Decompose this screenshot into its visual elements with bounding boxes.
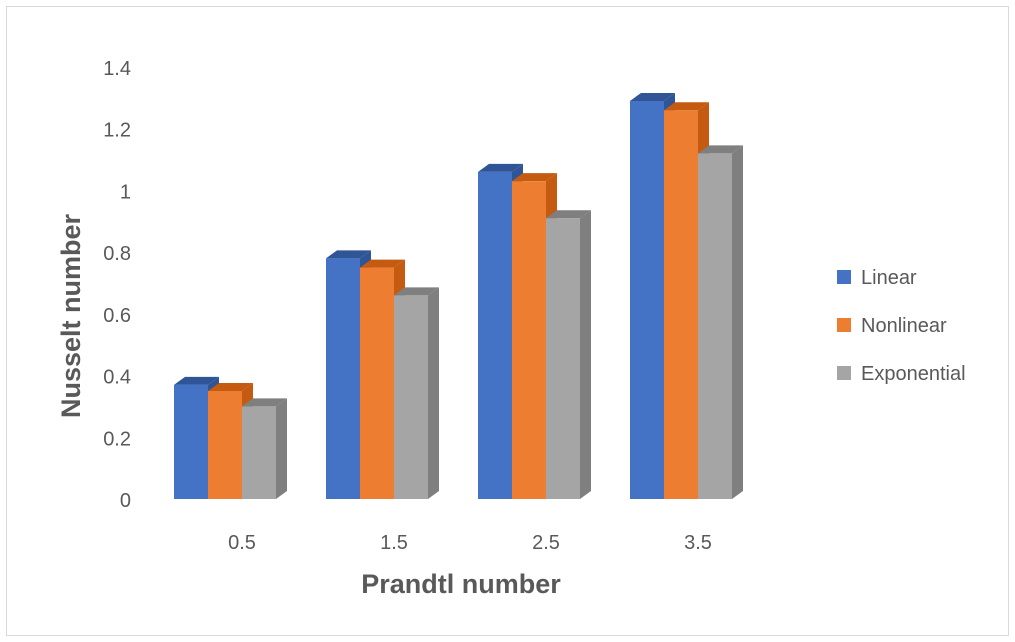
legend-label: Exponential (861, 363, 966, 385)
x-tick-label: 0.5 (228, 532, 256, 554)
bar-front (242, 406, 276, 499)
y-axis-title: Nusselt number (56, 213, 86, 418)
bar-front (698, 153, 732, 499)
bar-front (512, 181, 546, 499)
x-tick-label: 3.5 (684, 532, 712, 554)
bar-exponential-2.5 (546, 210, 591, 499)
bar-side (580, 210, 591, 499)
legend-swatch (837, 270, 851, 284)
legend-item: Nonlinear (837, 315, 947, 337)
bar-front (394, 295, 428, 499)
y-tick-label: 0.2 (103, 428, 131, 450)
x-axis-title: Prandtl number (361, 569, 561, 599)
bar-front (208, 391, 242, 499)
bar-side (428, 287, 439, 499)
y-tick-label: 0.8 (103, 243, 131, 265)
legend-item: Exponential (837, 363, 966, 385)
legend-label: Nonlinear (861, 315, 947, 337)
x-tick-label: 2.5 (532, 532, 560, 554)
bar-front (478, 172, 512, 499)
bar-exponential-1.5 (394, 287, 439, 499)
legend-label: Linear (861, 267, 917, 289)
legend: Linear Nonlinear Exponential (837, 267, 966, 385)
bar-side (732, 145, 743, 499)
bar-front (360, 268, 394, 499)
legend-swatch (837, 366, 851, 380)
bar-front (664, 110, 698, 499)
y-tick-label: 0.6 (103, 305, 131, 327)
legend-swatch (837, 318, 851, 332)
x-axis-ticks: 0.5 1.5 2.5 3.5 (228, 532, 712, 554)
y-tick-label: 1 (120, 181, 131, 203)
legend-item: Linear (837, 267, 917, 289)
bar-front (546, 218, 580, 499)
y-tick-label: 0.4 (103, 367, 131, 389)
bar-front (630, 101, 664, 499)
y-axis-ticks: 0 0.2 0.4 0.6 0.8 1 1.2 1.4 (103, 58, 131, 512)
bar-front (326, 258, 360, 499)
bar-exponential-3.5 (698, 145, 743, 499)
y-tick-label: 1.2 (103, 120, 131, 142)
y-tick-label: 1.4 (103, 58, 131, 80)
bar-exponential-0.5 (242, 398, 287, 499)
bar-front (174, 385, 208, 499)
bars (174, 93, 743, 499)
x-tick-label: 1.5 (380, 532, 408, 554)
y-tick-label: 0 (120, 490, 131, 512)
bar-side (276, 398, 287, 499)
